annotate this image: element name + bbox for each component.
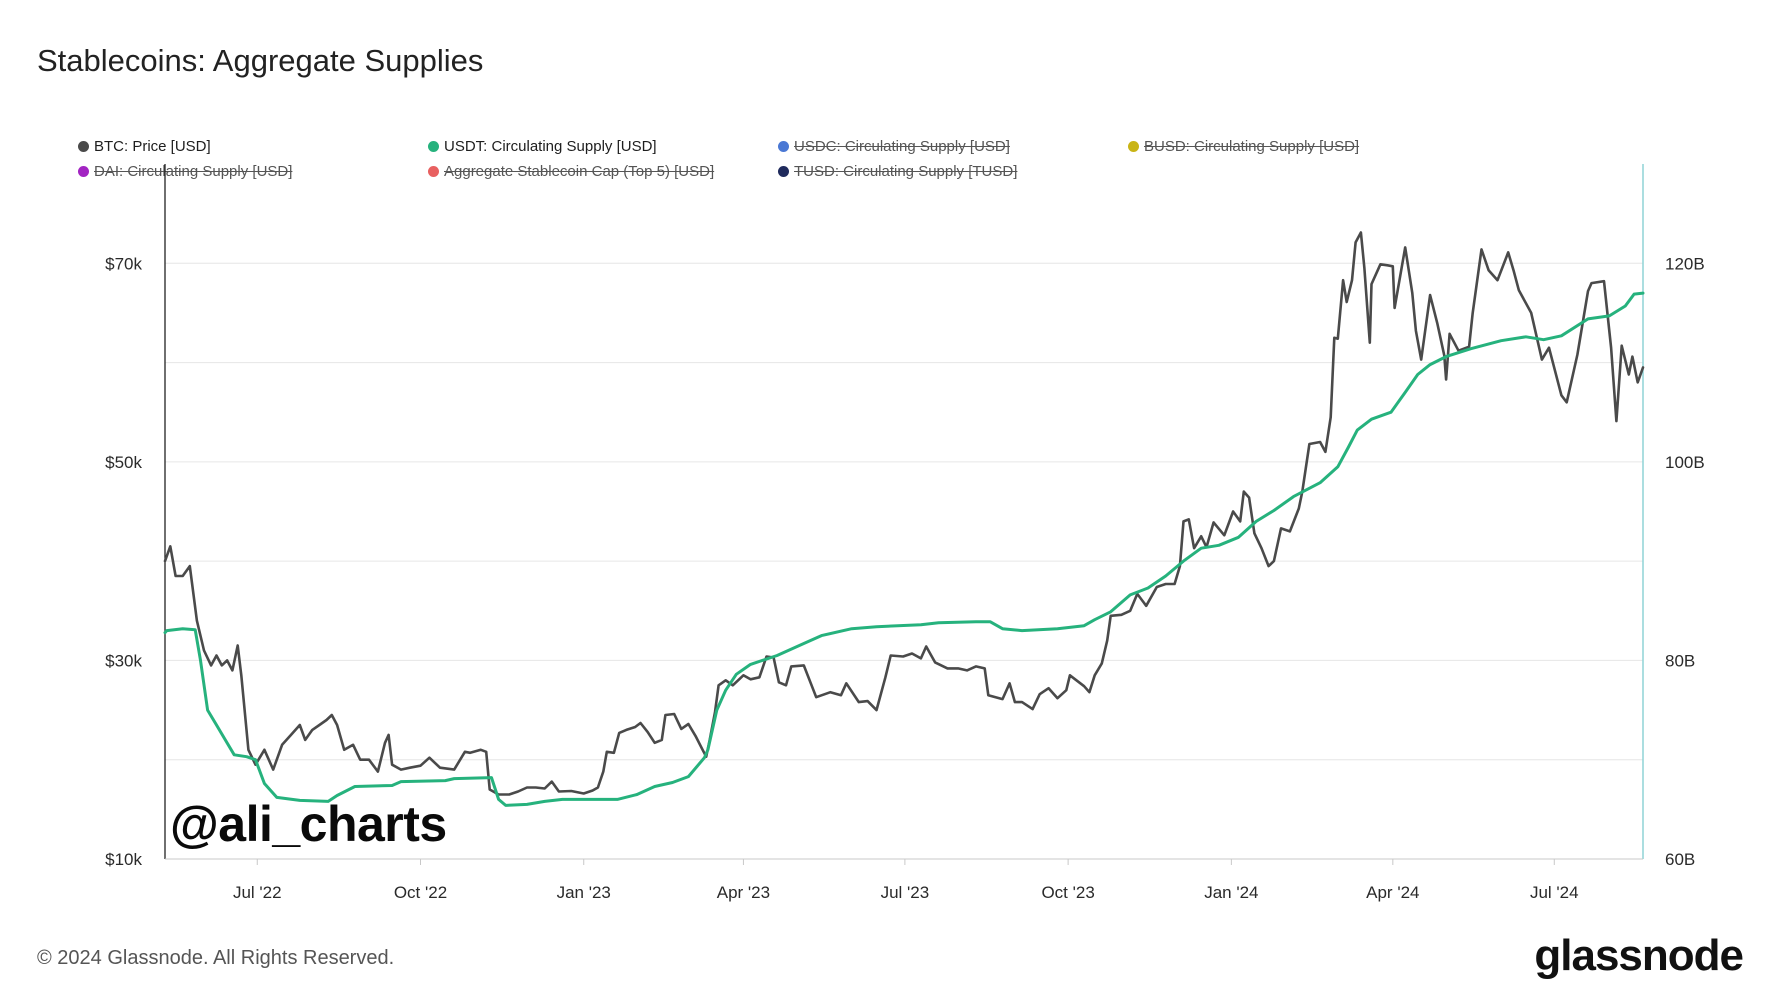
copyright-notice: © 2024 Glassnode. All Rights Reserved. <box>37 947 395 969</box>
y-right-tick-label: 100B <box>1665 453 1705 472</box>
x-tick-label: Apr '23 <box>717 883 770 902</box>
legend-label: Aggregate Stablecoin Cap (Top 5) [USD] <box>444 163 715 180</box>
y-right-tick-label: 120B <box>1665 254 1705 273</box>
chart-title: Stablecoins: Aggregate Supplies <box>37 43 484 78</box>
brand-logo: glassnode <box>1534 931 1744 980</box>
x-tick-label: Oct '23 <box>1041 883 1094 902</box>
axis-layer <box>164 164 1644 860</box>
legend-dot-icon <box>78 141 89 152</box>
legend-item-2[interactable]: USDC: Circulating Supply [USD] <box>778 138 1010 155</box>
legend-label: TUSD: Circulating Supply [TUSD] <box>794 163 1018 180</box>
grid-layer <box>165 262 1643 761</box>
legend-label: BUSD: Circulating Supply [USD] <box>1144 138 1360 155</box>
legend-dot-icon <box>428 166 439 177</box>
x-tick-label: Jul '22 <box>233 883 282 902</box>
legend-item-4[interactable]: DAI: Circulating Supply [USD] <box>78 163 292 180</box>
y-left-tick-label: $50k <box>105 453 142 472</box>
legend-item-1[interactable]: USDT: Circulating Supply [USD] <box>428 138 657 155</box>
y-right-tick-label: 60B <box>1665 850 1695 869</box>
x-tick-label: Oct '22 <box>394 883 447 902</box>
legend-item-6[interactable]: TUSD: Circulating Supply [TUSD] <box>778 163 1017 180</box>
y-left-tick-label: $10k <box>105 850 142 869</box>
btc-price-line <box>163 231 1645 796</box>
y-right-tick-label: 80B <box>1665 651 1695 670</box>
tick-layer: $10k $30k $50k $70k 60B 80B 100B 120B Jul '22 Oct… <box>105 254 1705 902</box>
x-tick-label: Jan '23 <box>557 883 611 902</box>
legend-item-0[interactable]: BTC: Price [USD] <box>78 138 211 155</box>
legend-label: DAI: Circulating Supply [USD] <box>94 163 293 180</box>
legend-dot-icon <box>778 141 789 152</box>
legend-label: USDC: Circulating Supply [USD] <box>794 138 1010 155</box>
legend-dot-icon <box>1128 141 1139 152</box>
x-tick-label: Jul '24 <box>1530 883 1579 902</box>
legend-dot-icon <box>778 166 789 177</box>
legend-label: USDT: Circulating Supply [USD] <box>444 138 657 155</box>
x-tick-label: Jan '24 <box>1204 883 1258 902</box>
watermark-handle: @ali_charts <box>170 796 447 852</box>
legend-dot-icon <box>428 141 439 152</box>
usdt-supply-line <box>163 291 1645 807</box>
legend-dot-icon <box>78 166 89 177</box>
legend-item-5[interactable]: Aggregate Stablecoin Cap (Top 5) [USD] <box>428 163 714 180</box>
x-tick-label: Apr '24 <box>1366 883 1419 902</box>
series-layer <box>163 231 1645 807</box>
x-tick-label: Jul '23 <box>881 883 930 902</box>
legend-label: BTC: Price [USD] <box>94 138 211 155</box>
legend-item-3[interactable]: BUSD: Circulating Supply [USD] <box>1128 138 1359 155</box>
y-left-tick-label: $30k <box>105 651 142 670</box>
y-left-tick-label: $70k <box>105 254 142 273</box>
